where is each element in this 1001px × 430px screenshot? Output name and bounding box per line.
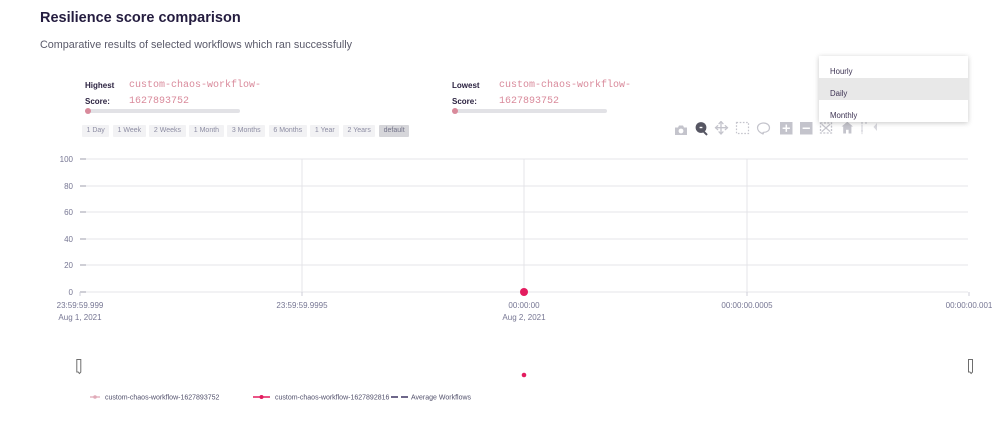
svg-text:23:59:59.999: 23:59:59.999 bbox=[57, 301, 104, 310]
svg-text:80: 80 bbox=[64, 182, 73, 191]
svg-text:20: 20 bbox=[64, 261, 73, 270]
svg-text:00:00:00.001: 00:00:00.001 bbox=[946, 301, 993, 310]
svg-text:60: 60 bbox=[64, 208, 73, 217]
svg-text:0: 0 bbox=[69, 288, 74, 297]
svg-text:Aug 1, 2021: Aug 1, 2021 bbox=[58, 313, 102, 322]
svg-text:Aug 2, 2021: Aug 2, 2021 bbox=[502, 313, 546, 322]
svg-text:23:59:59.9995: 23:59:59.9995 bbox=[276, 301, 328, 310]
svg-text:00:00:00: 00:00:00 bbox=[508, 301, 540, 310]
svg-text:00:00:00.0005: 00:00:00.0005 bbox=[721, 301, 773, 310]
svg-text:custom-chaos-workflow-16278937: custom-chaos-workflow-1627893752 bbox=[105, 394, 219, 401]
svg-text:100: 100 bbox=[60, 155, 74, 164]
svg-text:custom-chaos-workflow-16278928: custom-chaos-workflow-1627892816 bbox=[275, 394, 389, 401]
svg-text:40: 40 bbox=[64, 235, 73, 244]
svg-text:Average Workflows: Average Workflows bbox=[411, 394, 472, 401]
